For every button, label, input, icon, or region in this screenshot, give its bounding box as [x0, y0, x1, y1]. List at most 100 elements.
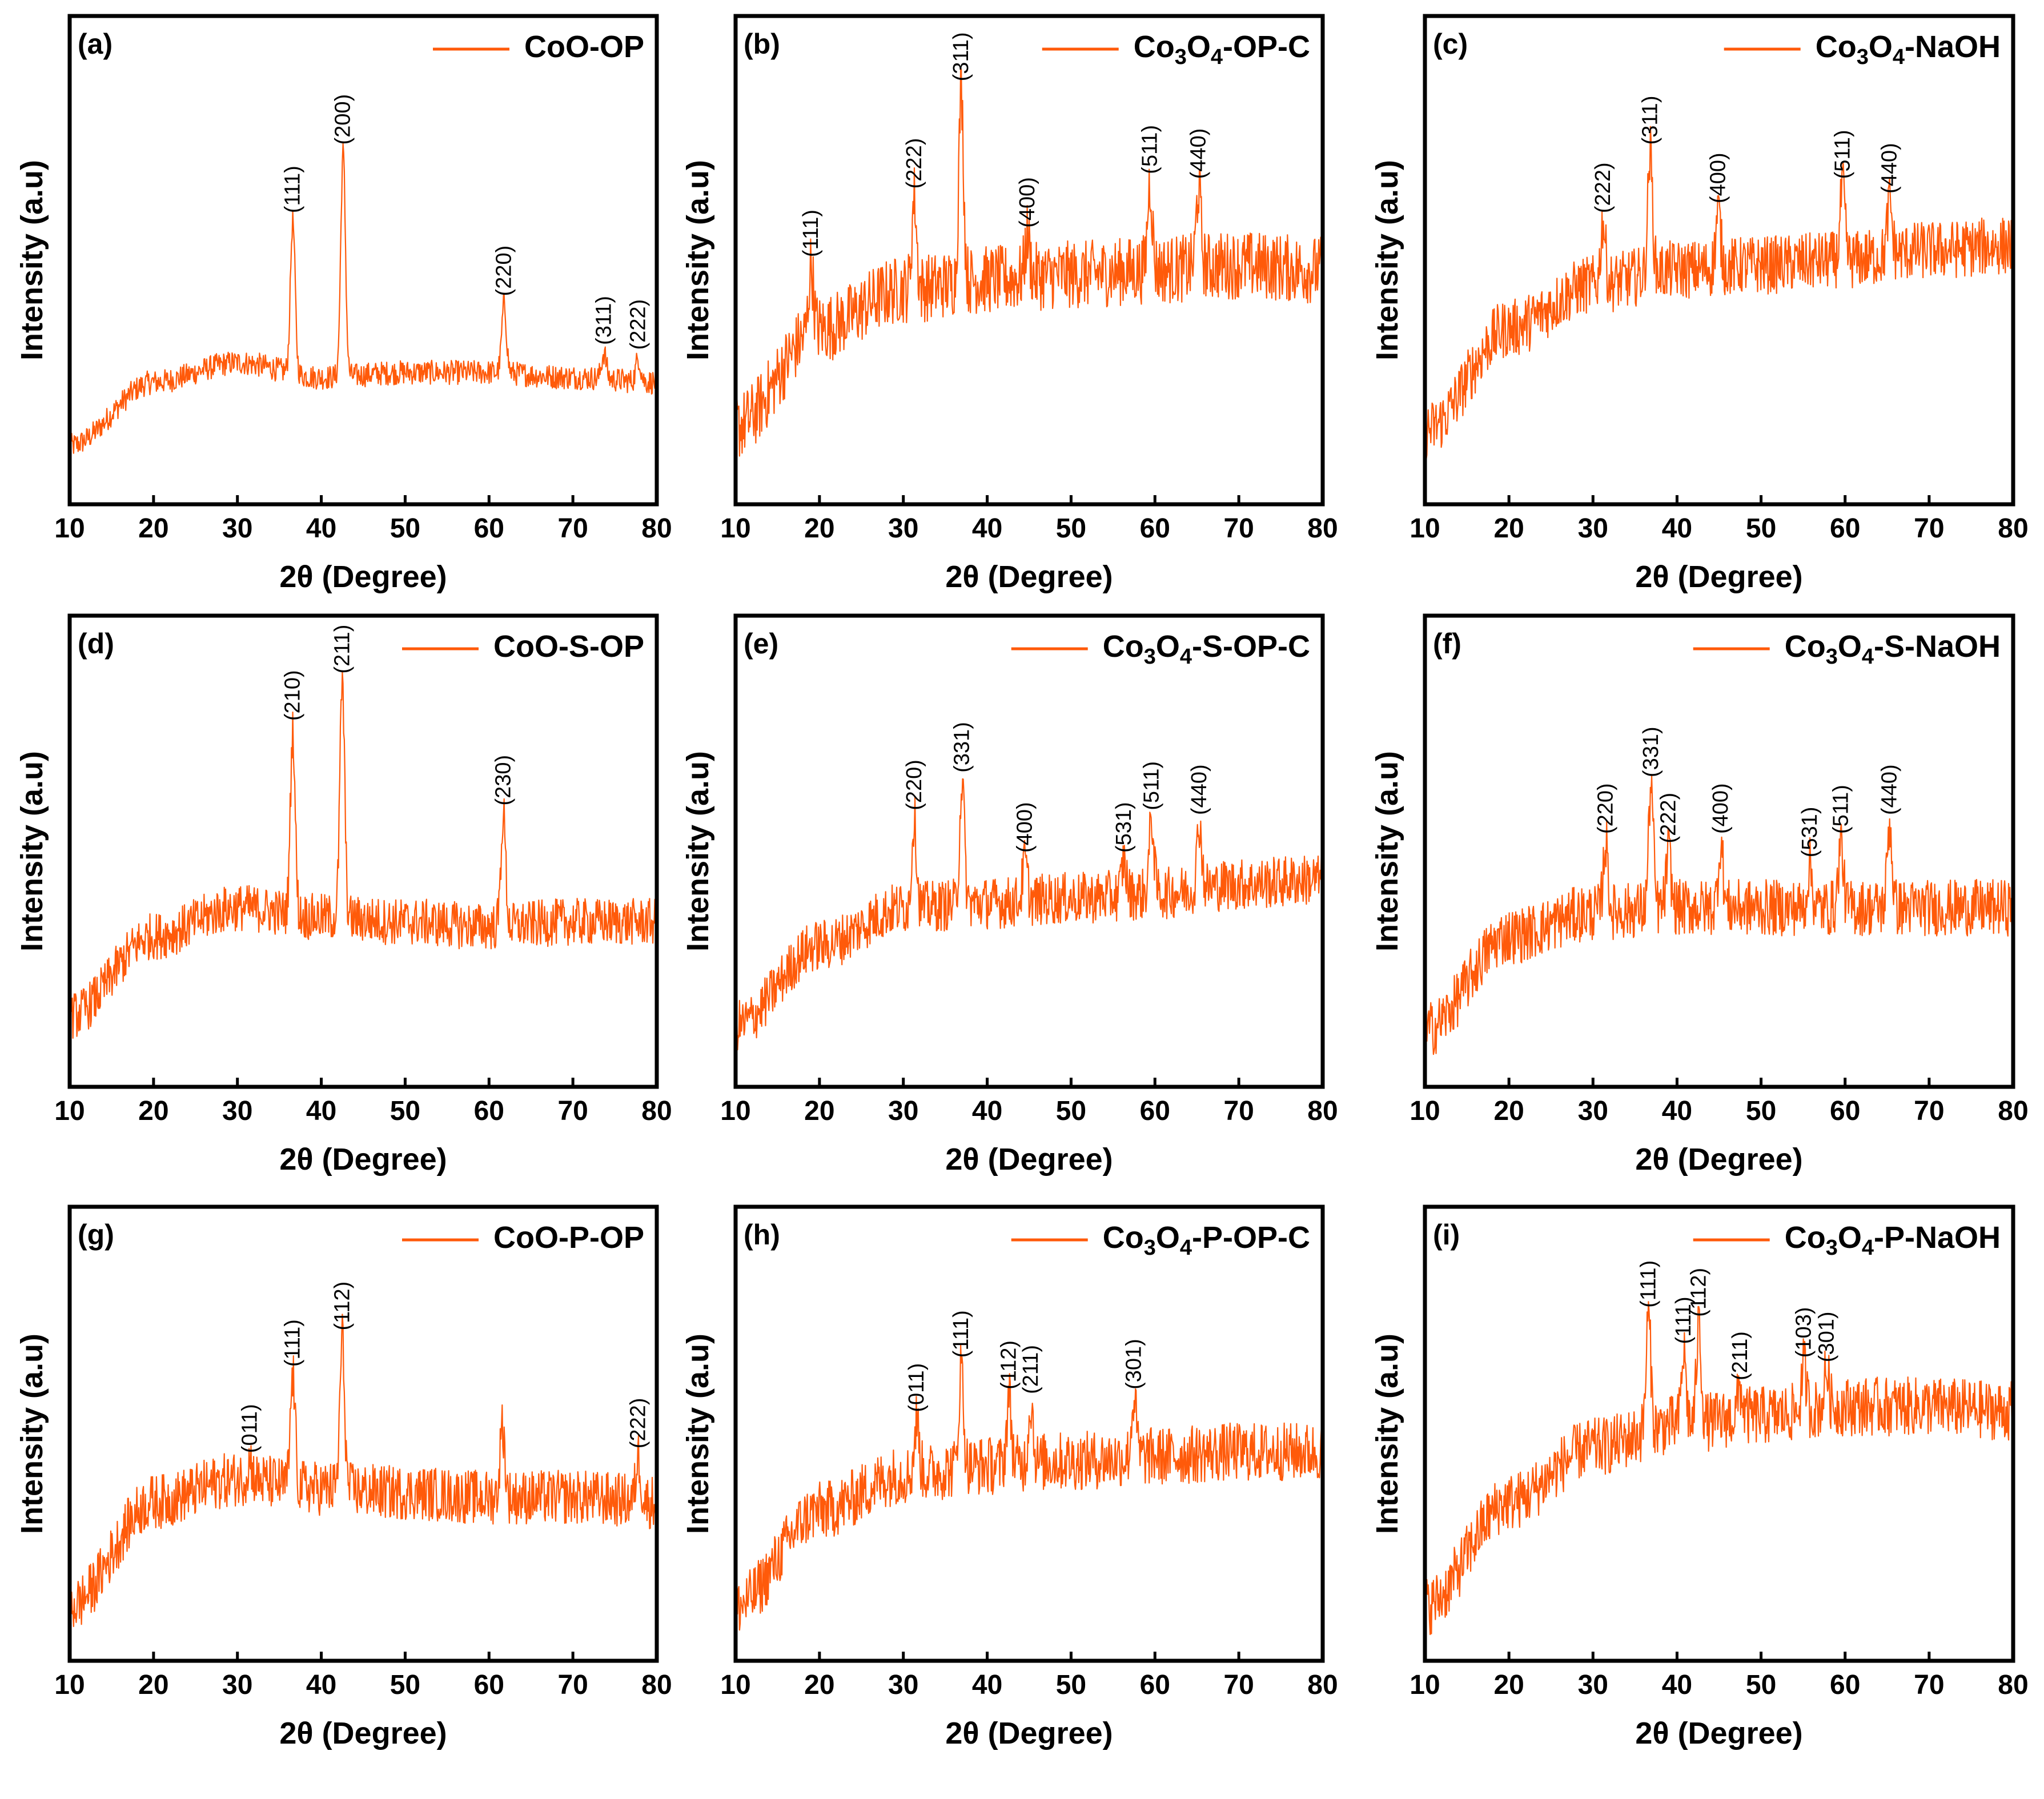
- legend-text-part: -S-NaOH: [1874, 629, 2001, 664]
- x-axis-label: 2θ (Degree): [945, 560, 1113, 594]
- panel-label: (g): [78, 1219, 114, 1251]
- x-tick-label: 10: [720, 1670, 750, 1700]
- peak-label: (400): [1013, 802, 1037, 853]
- legend-text-part: 4: [1862, 1236, 1874, 1260]
- peak-label: (230): [491, 755, 515, 806]
- peak-label: (511): [1138, 125, 1162, 174]
- x-tick-label: 30: [888, 513, 918, 544]
- peak-label: (331): [1639, 726, 1663, 777]
- legend-text-part: 3: [1826, 645, 1838, 669]
- peak-label: (211): [330, 625, 354, 674]
- peak-label: (220): [902, 760, 926, 810]
- x-tick-label: 20: [1493, 1096, 1524, 1126]
- legend-text-part: -P-OP-C: [1192, 1220, 1310, 1255]
- x-axis-label: 2θ (Degree): [279, 1142, 447, 1176]
- y-axis-label: Intensity (a.u): [15, 1334, 49, 1534]
- xrd-series-line: [1424, 776, 2014, 1055]
- x-tick-label: 70: [1914, 513, 1944, 544]
- x-tick-label: 80: [1307, 513, 1338, 544]
- legend-text-part: O: [1156, 1220, 1180, 1255]
- x-axis-label: 2θ (Degree): [279, 1716, 447, 1750]
- legend-text-part: O: [1869, 30, 1893, 64]
- peak-label: (211): [1728, 1331, 1752, 1380]
- x-tick-label: 20: [138, 1096, 168, 1126]
- x-tick-label: 30: [222, 1670, 252, 1700]
- peak-label: (112): [1687, 1268, 1711, 1317]
- x-tick-label: 40: [972, 513, 1002, 544]
- x-tick-label: 30: [1578, 513, 1608, 544]
- x-tick-label: 50: [1056, 1670, 1086, 1700]
- peak-label: (220): [1593, 783, 1617, 834]
- peak-label: (400): [1706, 152, 1730, 203]
- x-tick-label: 20: [1493, 1670, 1524, 1700]
- xrd-panel-g: 10 20 30 40 50 60 70 80 2θ (Degree) Intensity (a.…: [15, 1204, 672, 1750]
- xrd-series-line: [734, 67, 1324, 457]
- x-tick-label: 10: [54, 1670, 85, 1700]
- x-tick-label: 70: [1914, 1670, 1944, 1700]
- legend-label: Co3O4-S-OP-C: [1103, 629, 1310, 669]
- y-axis-label: Intensity (a.u): [15, 751, 49, 951]
- panel-label: (f): [1433, 628, 1461, 660]
- plot-frame: [733, 613, 1325, 1089]
- x-tick-label: 70: [1914, 1096, 1944, 1126]
- y-axis-label: Intensity (a.u): [681, 1334, 715, 1534]
- xrd-panel-e: 10 20 30 40 50 60 70 80 2θ (Degree) Intensity (a.…: [681, 613, 1338, 1176]
- xrd-panel-c: 10 20 30 40 50 60 70 80 2θ (Degree) Intensity (a.…: [1370, 14, 2029, 594]
- legend-text-part: O: [1838, 1220, 1862, 1255]
- x-tick-label: 50: [1056, 1096, 1086, 1126]
- legend-label: Co3O4-P-NaOH: [1785, 1220, 2001, 1260]
- peak-label: (301): [1122, 1339, 1146, 1390]
- peak-label: (210): [281, 670, 305, 721]
- peak-label: (511): [1830, 130, 1854, 179]
- x-tick-label: 20: [804, 1670, 834, 1700]
- x-tick-label: 60: [1830, 1670, 1860, 1700]
- x-axis-label: 2θ (Degree): [1635, 560, 1802, 594]
- peak-label: (331): [950, 722, 974, 773]
- peak-label: (311): [949, 32, 973, 81]
- legend-text-part: 3: [1857, 45, 1869, 69]
- legend-text-part: O: [1187, 30, 1211, 64]
- x-tick-label: 10: [720, 1096, 750, 1126]
- plot-frame: [1423, 1204, 2015, 1663]
- x-tick-label: 60: [1830, 513, 1860, 544]
- legend-text-part: 3: [1144, 1236, 1156, 1260]
- peak-label: (222): [1657, 793, 1681, 844]
- panel-label: (c): [1433, 28, 1468, 60]
- x-tick-label: 40: [306, 513, 336, 544]
- x-tick-label: 60: [1830, 1096, 1860, 1126]
- y-axis-label: Intensity (a.u): [1370, 751, 1404, 951]
- y-axis-label: Intensity (a.u): [1370, 160, 1404, 360]
- x-tick-label: 30: [888, 1670, 918, 1700]
- legend-text-part: -OP-C: [1223, 30, 1310, 64]
- x-tick-label: 20: [804, 1096, 834, 1126]
- legend-text-part: O: [1156, 629, 1180, 664]
- x-tick-label: 30: [1578, 1670, 1608, 1700]
- legend-text-part: CoO-OP: [524, 30, 644, 64]
- peak-label: (112): [997, 1340, 1021, 1390]
- peak-label: (511): [1829, 785, 1853, 834]
- peak-label: (531): [1798, 807, 1822, 858]
- x-tick-label: 50: [1746, 1670, 1776, 1700]
- x-tick-label: 80: [641, 1670, 672, 1700]
- x-tick-label: 40: [306, 1096, 336, 1126]
- peak-label: (111): [799, 210, 823, 257]
- x-tick-label: 40: [972, 1670, 1002, 1700]
- legend-label: Co3O4-NaOH: [1816, 30, 2001, 69]
- peak-label: (311): [1638, 96, 1662, 145]
- legend-text-part: -S-OP-C: [1192, 629, 1310, 664]
- legend-label: CoO-OP: [524, 30, 644, 64]
- y-axis-label: Intensity (a.u): [1370, 1334, 1404, 1534]
- x-tick-label: 30: [1578, 1096, 1608, 1126]
- x-axis-label: 2θ (Degree): [1635, 1142, 1802, 1176]
- x-tick-label: 80: [1307, 1096, 1338, 1126]
- x-tick-label: 60: [474, 513, 504, 544]
- x-tick-label: 10: [1409, 513, 1440, 544]
- x-tick-label: 40: [1662, 1096, 1692, 1126]
- y-axis-label: Intensity (a.u): [681, 160, 715, 360]
- legend-text-part: 3: [1826, 1236, 1838, 1260]
- xrd-panel-d: 10 20 30 40 50 60 70 80 2θ (Degree) Intensity (a.…: [15, 613, 672, 1176]
- xrd-panel-b: 10 20 30 40 50 60 70 80 2θ (Degree) Intensity (a.…: [681, 14, 1338, 594]
- xrd-panel-i: 10 20 30 40 50 60 70 80 2θ (Degree) Intensity (a.…: [1370, 1204, 2029, 1750]
- peak-label: (220): [492, 246, 516, 296]
- peak-label: (222): [627, 1398, 650, 1449]
